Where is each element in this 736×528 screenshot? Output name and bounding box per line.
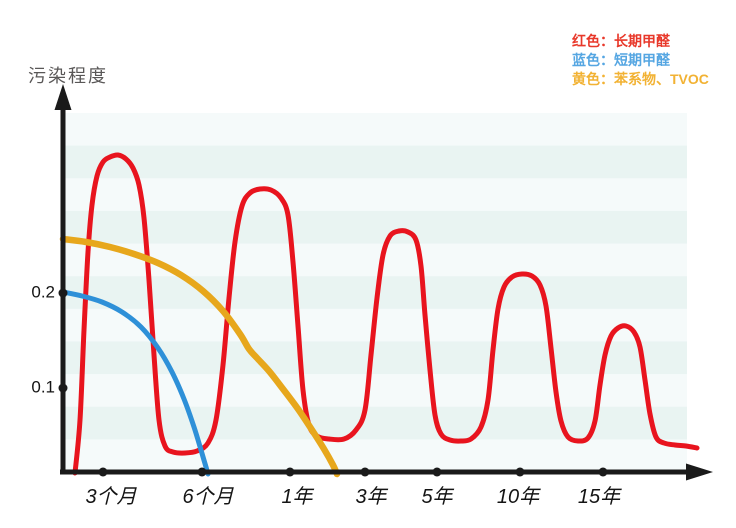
plot-stripe bbox=[63, 178, 687, 212]
x-tick-label-15years: 15年 bbox=[577, 486, 621, 508]
x-tick-dot-10年 bbox=[515, 467, 525, 477]
x-tick-label-3years: 3年 bbox=[355, 486, 387, 508]
x-tick-dot-3年 bbox=[360, 467, 370, 477]
legend-item-long-term-formaldehyde: 红色：长期甲醛 bbox=[572, 33, 670, 49]
plot-stripe bbox=[63, 243, 687, 277]
y-tick-label-0-1: 0.1 bbox=[31, 377, 55, 397]
legend-item-benzene-tvoc: 黄色：苯系物、TVOC bbox=[572, 71, 709, 87]
y-axis-arrow bbox=[54, 84, 72, 110]
x-tick-label-6months: 6个月 bbox=[182, 486, 234, 508]
x-tick-dot-3个月 bbox=[98, 467, 108, 477]
curve-苯系物、TVOC bbox=[59, 235, 341, 478]
plot-stripe bbox=[63, 374, 687, 408]
curve-短期甲醛 bbox=[60, 289, 211, 477]
plot-stripe bbox=[63, 439, 687, 473]
x-tick-label-3months: 3个月 bbox=[85, 486, 137, 508]
x-tick-dot-5年 bbox=[432, 467, 442, 477]
y-axis-title: 污染程度 bbox=[28, 66, 108, 86]
y-tick-dot-0.2 bbox=[58, 288, 68, 298]
x-tick-dot-6个月 bbox=[197, 467, 207, 477]
x-axis-arrow bbox=[686, 463, 713, 481]
plot-stripe bbox=[63, 145, 687, 179]
y-tick-dot-0.1 bbox=[58, 383, 68, 393]
x-tick-label-1year: 1年 bbox=[281, 486, 313, 508]
plot-stripe bbox=[63, 210, 687, 245]
y-tick-label-0-2: 0.2 bbox=[31, 282, 55, 302]
x-tick-dot-15年 bbox=[598, 467, 608, 477]
legend-item-short-term-formaldehyde: 蓝色：短期甲醛 bbox=[572, 52, 670, 68]
x-tick-label-10years: 10年 bbox=[496, 486, 540, 508]
legend: 红色：长期甲醛 蓝色：短期甲醛 黄色：苯系物、TVOC bbox=[572, 32, 709, 89]
x-tick-dot-1年 bbox=[285, 467, 295, 477]
plot-stripe bbox=[63, 406, 687, 440]
x-tick-label-5years: 5年 bbox=[421, 486, 453, 508]
plot-stripe bbox=[63, 113, 687, 147]
curve-长期甲醛 bbox=[72, 152, 700, 476]
